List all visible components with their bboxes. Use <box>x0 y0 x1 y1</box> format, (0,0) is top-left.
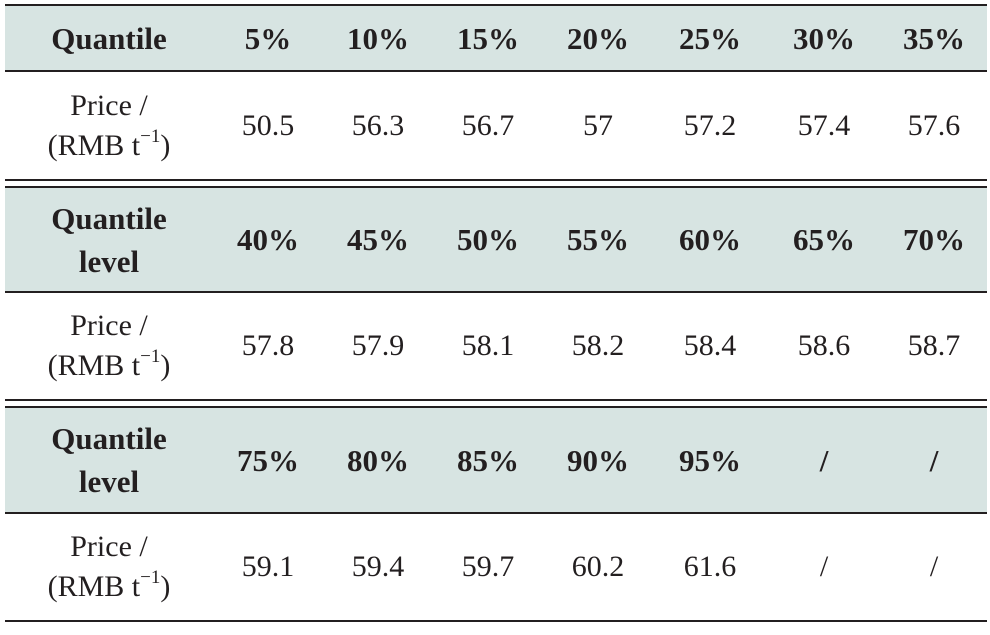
quantile-cell: / <box>819 442 829 478</box>
price-unit: (RMB t−1) <box>5 126 213 166</box>
price-cell: 50.5 <box>241 108 295 142</box>
header-label-line: Quantile <box>51 200 167 236</box>
price-label: Price / (RMB t−1) <box>5 86 213 166</box>
quantile-cell: 35% <box>903 20 965 56</box>
quantile-cell: 60% <box>679 222 741 257</box>
quantile-cell: 40% <box>237 222 299 257</box>
header-label-line: Quantile <box>51 421 167 456</box>
price-cell: 59.4 <box>351 550 405 583</box>
row-rule <box>5 291 987 293</box>
row-rule <box>5 70 987 72</box>
row-rule <box>5 512 987 514</box>
quantile-header-label: Quantile <box>5 17 213 60</box>
header-label-line: level <box>78 243 140 279</box>
price-unit-text: (RMB t <box>47 349 141 382</box>
quantile-cell: 30% <box>793 20 855 56</box>
quantile-cell: 80% <box>347 442 409 478</box>
price-cell: 57 <box>583 108 613 142</box>
quantile-header-label: Quantile level <box>5 197 213 283</box>
header-label-line: Quantile <box>51 20 167 56</box>
price-unit-close: ) <box>160 570 171 603</box>
price-cell: 57.2 <box>683 108 737 142</box>
quantile-cell: 50% <box>457 222 519 257</box>
price-cell: 57.8 <box>241 329 295 362</box>
price-row: Price / (RMB t−1) 59.1 59.4 59.7 60.2 61… <box>5 514 987 620</box>
price-cell: 57.6 <box>907 108 961 142</box>
quantile-header-row: Quantile 5% 10% 15% 20% 25% 30% 35% <box>5 6 987 70</box>
price-label-line: Price / <box>70 530 148 563</box>
quantile-cell: 20% <box>567 20 629 56</box>
price-label: Price / (RMB t−1) <box>5 527 213 607</box>
price-row: Price / (RMB t−1) 57.8 57.9 58.1 58.2 58… <box>5 293 987 399</box>
price-cell: 61.6 <box>683 550 737 583</box>
price-cell: 58.2 <box>571 329 625 362</box>
quantile-header-row: Quantile level 75% 80% 85% 90% 95% / / <box>5 408 987 512</box>
price-cell: 58.7 <box>907 329 961 362</box>
quantile-cell: 90% <box>567 442 629 478</box>
quantile-cell: / <box>929 442 939 478</box>
quantile-cell: 70% <box>903 222 965 257</box>
price-label-line: Price / <box>70 88 148 122</box>
quantile-cell: 25% <box>679 20 741 56</box>
quantile-cell: 15% <box>457 20 519 56</box>
price-unit-exponent: −1 <box>140 346 161 367</box>
table-top-rule <box>5 4 987 6</box>
price-unit-close: ) <box>160 128 171 162</box>
section-double-rule <box>5 399 987 408</box>
price-unit-exponent: −1 <box>140 567 161 588</box>
price-cell: 58.1 <box>461 329 515 362</box>
price-cell: 60.2 <box>571 550 625 583</box>
price-row: Price / (RMB t−1) 50.5 56.3 56.7 57 57.2… <box>5 72 987 179</box>
quantile-cell: 45% <box>347 222 409 257</box>
header-label-line: level <box>78 464 140 499</box>
price-cell: 56.7 <box>461 108 515 142</box>
price-cell: 58.4 <box>683 329 737 362</box>
quantile-cell: 10% <box>347 20 409 56</box>
price-cell: 59.7 <box>461 550 515 583</box>
price-unit-text: (RMB t <box>47 128 141 162</box>
quantile-cell: 95% <box>679 442 741 478</box>
quantile-cell: 85% <box>457 442 519 478</box>
quantile-cell: 65% <box>793 222 855 257</box>
quantile-header-label: Quantile level <box>5 417 213 503</box>
quantile-cell: 5% <box>244 20 292 56</box>
price-unit-exponent: −1 <box>140 125 161 147</box>
price-cell: / <box>819 550 829 583</box>
quantile-header-row: Quantile level 40% 45% 50% 55% 60% 65% 7… <box>5 188 987 291</box>
price-unit-close: ) <box>160 349 171 382</box>
price-cell: 58.6 <box>797 329 851 362</box>
table-bottom-rule <box>5 620 987 622</box>
price-cell: / <box>929 550 939 583</box>
price-unit-text: (RMB t <box>47 570 141 603</box>
quantile-price-table: Quantile 5% 10% 15% 20% 25% 30% 35% Pric… <box>5 0 987 622</box>
section-double-rule <box>5 179 987 188</box>
price-unit: (RMB t−1) <box>5 346 213 386</box>
price-cell: 56.3 <box>351 108 405 142</box>
quantile-cell: 75% <box>237 442 299 478</box>
price-label: Price / (RMB t−1) <box>5 306 213 386</box>
quantile-cell: 55% <box>567 222 629 257</box>
price-cell: 57.4 <box>797 108 851 142</box>
price-unit: (RMB t−1) <box>5 567 213 607</box>
price-cell: 57.9 <box>351 329 405 362</box>
price-cell: 59.1 <box>241 550 295 583</box>
price-label-line: Price / <box>70 309 148 342</box>
